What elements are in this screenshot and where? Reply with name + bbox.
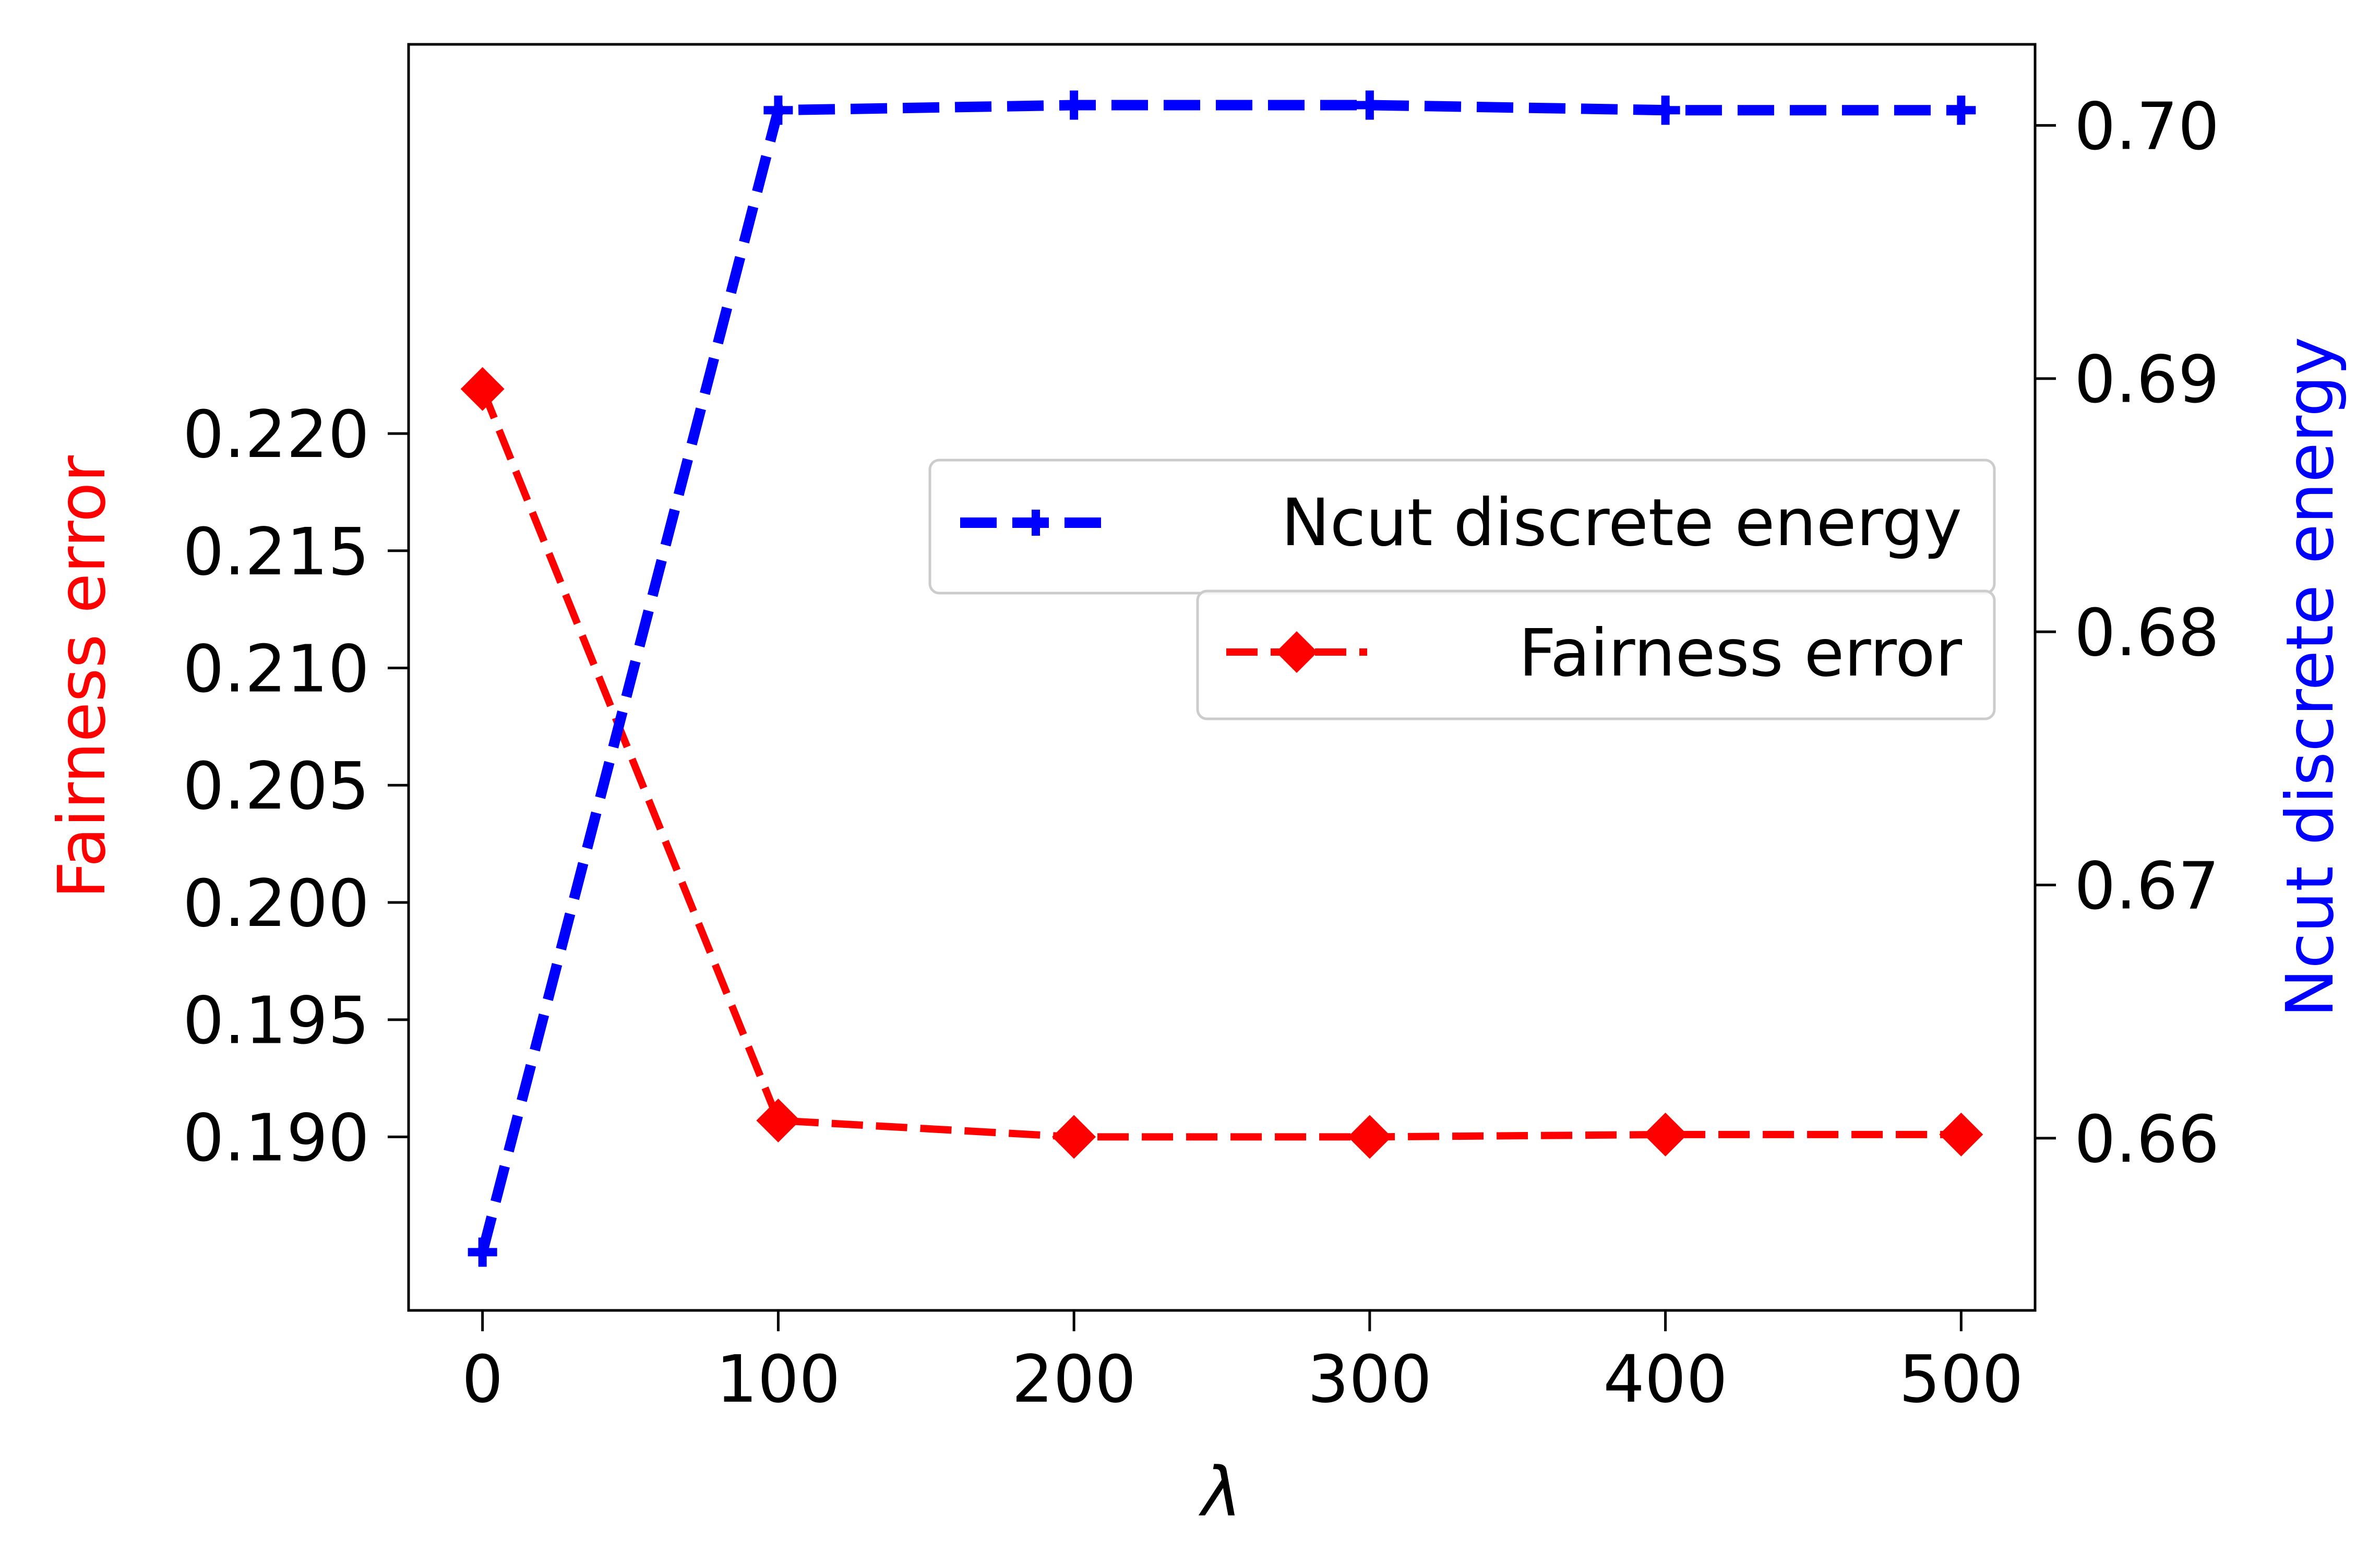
x-tick-label: 100 — [716, 1342, 841, 1417]
y-left-axis-label: Fairness error — [44, 455, 120, 899]
x-tick-label: 500 — [1899, 1342, 2024, 1417]
y-right-axis-label: Ncut discrete energy — [2273, 337, 2348, 1018]
data-point-ncut — [1651, 95, 1680, 125]
legend-ncut: Ncut discrete energy — [928, 459, 1996, 595]
y-left-axis: 0.190 0.195 0.200 0.205 0.210 0.215 0.220 — [183, 397, 409, 1176]
data-point-fairness — [1347, 1115, 1392, 1159]
x-axis-label: λ — [1199, 1452, 1242, 1532]
data-point-ncut — [763, 95, 793, 125]
series-layer — [460, 90, 1983, 1267]
data-point-fairness — [460, 367, 505, 411]
y-right-tick-label: 0.68 — [2074, 595, 2219, 671]
data-point-fairness — [1643, 1112, 1688, 1157]
data-point-fairness — [1052, 1115, 1096, 1159]
y-right-tick-label: 0.66 — [2074, 1102, 2219, 1177]
series-line-ncut — [477, 100, 1962, 1254]
data-point-fairness — [756, 1098, 800, 1142]
y-left-tick-label: 0.210 — [183, 632, 369, 707]
legend-fairness-marker — [1276, 631, 1318, 673]
y-right-tick-label: 0.69 — [2074, 342, 2219, 418]
legend-fairness: Fairness error — [1196, 589, 1996, 720]
x-tick-label: 0 — [462, 1342, 504, 1417]
x-axis: 0 100 200 300 400 500 — [462, 1310, 2024, 1417]
x-tick-label: 300 — [1308, 1342, 1432, 1417]
y-left-tick-label: 0.205 — [183, 749, 369, 824]
data-point-ncut — [1355, 90, 1384, 120]
y-right-axis: 0.66 0.67 0.68 0.69 0.70 — [2035, 89, 2219, 1177]
y-left-tick-label: 0.195 — [183, 983, 369, 1059]
x-tick-label: 400 — [1603, 1342, 1728, 1417]
y-left-tick-label: 0.220 — [183, 397, 369, 473]
y-left-tick-label: 0.200 — [183, 866, 369, 942]
y-right-tick-label: 0.70 — [2074, 89, 2219, 164]
data-point-ncut — [468, 1237, 497, 1267]
legend-fairness-label: Fairness error — [1518, 616, 1962, 691]
y-left-tick-label: 0.190 — [183, 1100, 369, 1176]
y-left-tick-label: 0.215 — [183, 514, 369, 590]
legend-ncut-marker — [1023, 510, 1049, 536]
data-point-ncut — [1946, 95, 1976, 125]
y-right-tick-label: 0.67 — [2074, 849, 2219, 924]
x-tick-label: 200 — [1012, 1342, 1137, 1417]
legend-fairness-frame — [1196, 589, 1996, 720]
plot-frame — [407, 43, 2037, 1312]
legend-ncut-label: Ncut discrete energy — [1281, 485, 1962, 561]
data-point-fairness — [1939, 1112, 1983, 1157]
data-point-ncut — [1059, 90, 1089, 120]
